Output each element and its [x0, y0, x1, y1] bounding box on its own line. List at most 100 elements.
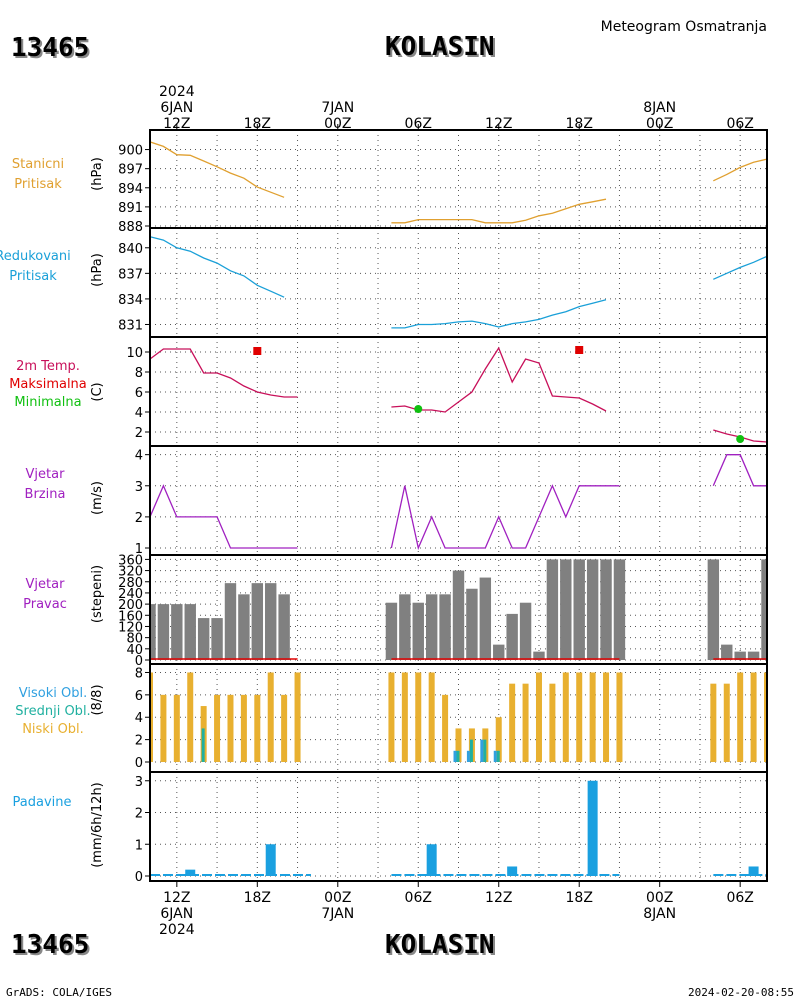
panel-label: Stanicni: [12, 157, 64, 172]
precip-bar: [426, 844, 437, 876]
time-label: 06Z: [405, 116, 432, 132]
time-label: 8JAN: [643, 100, 676, 116]
low-cloud-bar: [737, 672, 744, 762]
y-tick-label: 10: [126, 346, 143, 361]
direction-bar: [479, 577, 492, 660]
panel-label: Redukovani: [0, 249, 71, 264]
low-cloud-bar: [173, 694, 180, 762]
direction-bar: [573, 559, 585, 660]
low-cloud-bar: [750, 672, 757, 762]
low-cloud-bar: [227, 694, 234, 762]
direction-bar: [224, 583, 237, 660]
direction-bar: [493, 644, 505, 660]
panel-wind_speed: 1 2 3 4 (m/s) Vjetar Brzina: [25, 445, 768, 557]
station-id-top: 13465: [11, 33, 89, 63]
panel-clouds: 0 2 4 6 8 (8/8)Visoki Obl. Srednji Obl. Niski O…: [15, 663, 768, 773]
low-cloud-bar: [281, 694, 288, 762]
unit-label: (stepeni): [90, 565, 105, 623]
direction-bar: [197, 618, 210, 660]
time-label: 06Z: [726, 890, 753, 906]
y-tick-label: 240: [118, 587, 143, 602]
low-cloud-bar: [616, 672, 623, 762]
direction-bar: [412, 602, 424, 660]
station-name-bottom-shadow: KOLASIN: [387, 932, 497, 962]
y-tick-label: 894: [118, 182, 143, 197]
low-cloud-bar: [549, 683, 556, 762]
y-tick-label: 120: [118, 620, 143, 635]
panels: 888891894897900(hPa)StanicniPritisak8318…: [0, 129, 768, 885]
y-tick-label: 888: [118, 220, 143, 235]
panel-label: Pritisak: [9, 269, 57, 284]
low-cloud-bar: [455, 728, 462, 762]
high-cloud-bar: [466, 750, 470, 762]
panel-frame: [149, 227, 768, 338]
series-line: [150, 236, 285, 298]
low-cloud-bar: [710, 683, 717, 762]
direction-bar: [399, 594, 411, 660]
precip-bar: [748, 866, 759, 876]
tmax-point: [253, 347, 262, 355]
y-tick-label: 3: [135, 775, 143, 790]
time-label: 18Z: [244, 890, 271, 906]
unit-label: (m/s): [90, 481, 105, 515]
time-label: 12Z: [485, 890, 512, 906]
time-label: 00Z: [324, 890, 351, 906]
direction-bar: [586, 559, 599, 660]
panel-frame: [149, 445, 768, 556]
y-tick-label: 4: [135, 711, 143, 726]
y-tick-label: 1: [135, 838, 143, 853]
mid-cloud-bar: [469, 739, 473, 762]
low-cloud-bar: [442, 694, 449, 762]
time-label: 12Z: [163, 890, 190, 906]
y-tick-label: 831: [118, 318, 143, 333]
y-tick-label: 900: [118, 144, 143, 159]
y-tick-label: 3: [135, 480, 143, 495]
panel-label: Vjetar: [26, 577, 66, 592]
panel-pressure: 888 891 894 897 900 (hPa) Stanicni Pritisak: [12, 129, 768, 235]
direction-bar: [600, 559, 612, 660]
direction-bar: [560, 559, 572, 660]
direction-bar: [171, 604, 183, 660]
direction-bar: [150, 604, 156, 660]
direction-bar: [265, 583, 277, 660]
time-label: 00Z: [646, 890, 673, 906]
y-tick-label: 0: [135, 756, 143, 771]
low-cloud-bar: [723, 683, 730, 762]
high-cloud-bar: [453, 750, 457, 762]
time-label: 12Z: [163, 116, 190, 132]
mid-cloud-bar: [496, 750, 500, 762]
time-label: 7JAN: [321, 100, 354, 116]
low-cloud-bar: [187, 672, 194, 762]
y-tick-label: 837: [118, 267, 143, 282]
time-label: 6JAN: [160, 906, 193, 922]
mid-cloud-bar: [483, 739, 487, 762]
low-cloud-bar: [509, 683, 516, 762]
low-cloud-bar: [415, 672, 422, 762]
direction-bar: [734, 651, 746, 660]
station-name-top: KOLASIN: [385, 32, 495, 62]
y-tick-label: 8: [135, 366, 143, 381]
high-cloud-bar: [493, 750, 497, 762]
low-cloud-bar: [388, 672, 395, 762]
low-cloud-bar: [603, 672, 610, 762]
unit-label: (8/8): [90, 684, 105, 715]
precip-bar: [185, 869, 196, 876]
direction-bar: [466, 588, 478, 660]
time-label: 00Z: [324, 116, 351, 132]
station-id-bottom-shadow: 13465: [13, 932, 91, 962]
series-line: [713, 158, 767, 182]
mid-cloud-bar: [201, 728, 205, 762]
direction-bar: [425, 594, 438, 660]
y-tick-label: 2: [135, 807, 143, 822]
direction-bar: [184, 604, 196, 660]
series-line: [390, 484, 620, 551]
tmax-point: [575, 346, 584, 354]
tmin-point: [414, 405, 423, 413]
unit-label: (C): [90, 382, 105, 401]
y-tick-label: 2: [135, 734, 143, 749]
y-tick-label: 6: [135, 386, 143, 401]
low-cloud-bar: [294, 672, 301, 762]
series-line: [150, 141, 285, 198]
